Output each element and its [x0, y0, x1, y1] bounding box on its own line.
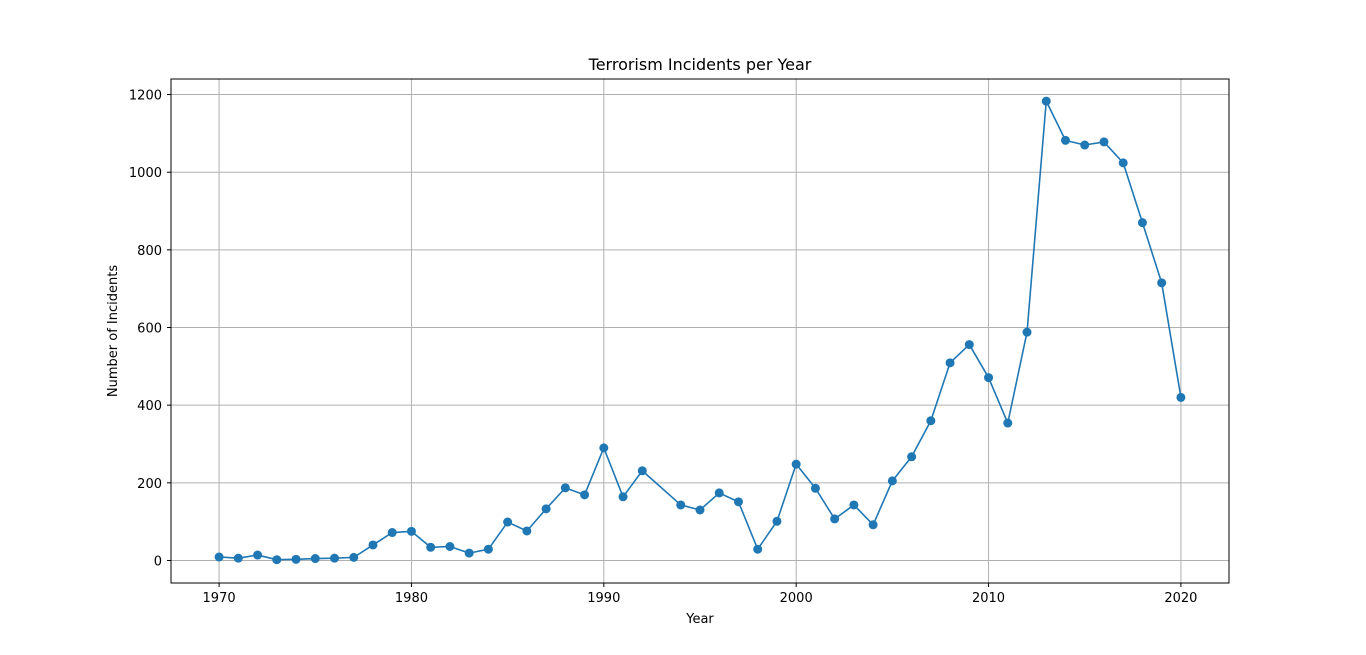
data-point [330, 553, 340, 563]
grid-lines [171, 79, 1229, 583]
data-point [599, 443, 609, 453]
data-point [830, 514, 840, 524]
x-axis-label: Year [685, 612, 714, 627]
data-point [541, 504, 551, 514]
y-tick-label: 600 [137, 322, 162, 337]
data-point [1157, 278, 1167, 288]
data-point [618, 492, 628, 502]
data-point [676, 500, 686, 510]
data-point [406, 526, 416, 536]
data-point [907, 452, 917, 462]
data-point [1080, 140, 1090, 150]
data-point [1176, 392, 1186, 402]
data-point [522, 526, 532, 536]
data-point [984, 373, 994, 383]
data-point [753, 544, 763, 554]
data-point [868, 520, 878, 530]
y-tick-label: 400 [137, 399, 162, 414]
y-tick-label: 800 [137, 244, 162, 259]
data-point [272, 555, 282, 565]
data-point [1003, 418, 1013, 428]
data-point [945, 358, 955, 368]
data-point [695, 505, 705, 515]
x-axis: 1970 1980 1990 2000 2010 2020 [203, 583, 1197, 606]
y-axis-label: Number of Incidents [106, 265, 121, 397]
x-tick-label: 1970 [203, 591, 236, 606]
data-point [310, 554, 320, 564]
data-point [810, 483, 820, 493]
data-point [1118, 158, 1128, 168]
data-point [214, 552, 224, 562]
y-tick-label: 1000 [129, 166, 162, 181]
data-point [580, 490, 590, 500]
data-point [1060, 135, 1070, 145]
data-point [1041, 96, 1051, 106]
x-tick-label: 1980 [395, 591, 428, 606]
data-point [964, 340, 974, 350]
data-point [253, 550, 263, 560]
y-tick-label: 200 [137, 477, 162, 492]
series-incidents [214, 96, 1186, 565]
y-tick-label: 0 [154, 554, 162, 569]
data-point [445, 542, 455, 552]
data-point [503, 517, 513, 527]
data-point [1022, 327, 1032, 337]
data-point [791, 459, 801, 469]
plot-area-frame [170, 78, 1230, 584]
series-line [219, 100, 1182, 561]
data-point [714, 488, 724, 498]
data-point [291, 554, 301, 564]
data-point [464, 548, 474, 558]
data-point [1099, 137, 1109, 147]
data-point [926, 416, 936, 426]
data-point [849, 500, 859, 510]
x-tick-label: 2020 [1164, 591, 1197, 606]
data-point [426, 542, 436, 552]
data-point [887, 476, 897, 486]
data-point [772, 516, 782, 526]
y-axis: 0 200 400 600 800 1000 1200 [129, 89, 171, 569]
data-point [387, 528, 397, 538]
data-point [233, 553, 243, 563]
x-tick-label: 2000 [780, 591, 813, 606]
data-point [637, 466, 647, 476]
data-point [1137, 218, 1147, 228]
data-point [483, 544, 493, 554]
chart-title: Terrorism Incidents per Year [588, 55, 812, 74]
data-point [733, 497, 743, 507]
data-point [349, 552, 359, 562]
data-point [368, 540, 378, 550]
data-point [560, 483, 570, 493]
x-tick-label: 2010 [972, 591, 1005, 606]
y-tick-label: 1200 [129, 89, 162, 104]
x-tick-label: 1990 [587, 591, 620, 606]
